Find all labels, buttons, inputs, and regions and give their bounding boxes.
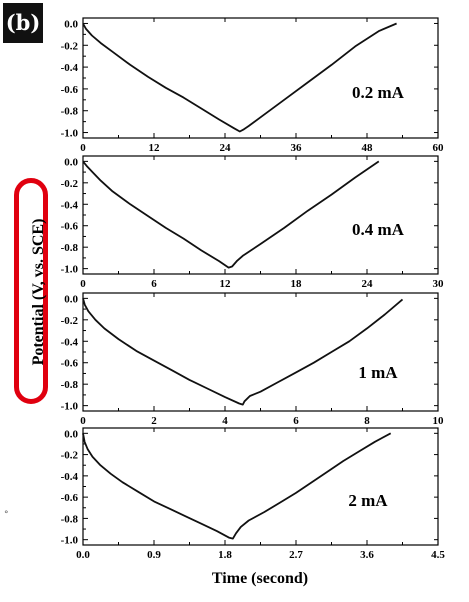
series-line — [82, 22, 397, 133]
y-tick-label: -0.2 — [61, 450, 79, 462]
x-tick-label: 8 — [364, 415, 370, 427]
plot-panel-1: 0.0 -0.2 -0.4 -0.6 -0.8 -1.00 12 24 36 48 60 0.2 mA — [61, 17, 445, 154]
axes-frame — [82, 155, 439, 275]
x-tick-label: 48 — [362, 142, 374, 154]
current-annotation: 0.4 mA — [352, 220, 405, 239]
series-line — [82, 432, 392, 540]
y-tick-label: -0.4 — [61, 199, 79, 211]
x-tick-label: 12 — [149, 142, 161, 154]
x-tick-label: 24 — [362, 278, 374, 290]
y-tick-label: -1.0 — [61, 535, 79, 547]
x-tick-label: 0 — [80, 415, 86, 427]
x-tick-label: 0 — [80, 142, 86, 154]
axes-frame — [82, 17, 439, 139]
x-tick-label: 12 — [220, 278, 232, 290]
x-tick-label: 0.9 — [147, 549, 161, 561]
y-tick-label: -0.6 — [61, 221, 79, 233]
y-tick-label: 0.0 — [64, 293, 78, 305]
axes-frame — [82, 427, 439, 546]
current-annotation: 2 mA — [348, 491, 388, 510]
y-tick-label: -0.2 — [61, 178, 79, 190]
highlight-oval — [14, 178, 48, 404]
x-tick-label: 2.7 — [289, 549, 303, 561]
y-tick-label: -1.0 — [61, 264, 79, 276]
x-tick-label: 30 — [433, 278, 445, 290]
y-tick-label: 0.0 — [64, 156, 78, 168]
y-tick-label: 0.0 — [64, 428, 78, 440]
y-tick-label: -0.4 — [61, 62, 79, 74]
x-tick-label: 2 — [151, 415, 157, 427]
x-tick-label: 18 — [291, 278, 303, 290]
y-tick-label: -0.6 — [61, 84, 79, 96]
x-tick-label: 3.6 — [360, 549, 374, 561]
series-line — [82, 160, 380, 269]
plot-panel-2: 0.0 -0.2 -0.4 -0.6 -0.8 -1.00 6 12 18 24 30 0.4 mA — [61, 155, 445, 290]
y-tick-label: -0.4 — [61, 336, 79, 348]
y-axis-label: Potential (V, vs. SCE) — [30, 218, 47, 366]
current-annotation: 1 mA — [358, 363, 398, 382]
panel-label: (b) — [3, 3, 43, 43]
y-tick-label: 0.0 — [64, 18, 78, 30]
y-tick-label: -0.8 — [61, 106, 79, 118]
plot-panel-4: 0.0 -0.2 -0.4 -0.6 -0.8 -1.0 0.0 0.9 1.8 2.7 3.6 4.… — [61, 427, 445, 561]
series-line — [82, 298, 404, 406]
y-tick-label: -0.8 — [61, 242, 79, 254]
y-tick-label: -0.6 — [61, 492, 79, 504]
axes-frame — [82, 292, 439, 412]
y-tick-label: -0.6 — [61, 358, 79, 370]
x-tick-label: 0.0 — [76, 549, 90, 561]
plot-panel-3: 0.0 -0.2 -0.4 -0.6 -0.8 -1.00 2 4 6 8 10 1 mA — [61, 292, 445, 427]
x-tick-label: 0 — [80, 278, 86, 290]
stray-mark: ° — [4, 510, 9, 520]
x-tick-label: 6 — [293, 415, 299, 427]
x-tick-label: 36 — [291, 142, 303, 154]
current-annotation: 0.2 mA — [352, 83, 405, 102]
x-tick-label: 6 — [151, 278, 157, 290]
y-tick-label: -0.8 — [61, 379, 79, 391]
x-tick-label: 60 — [433, 142, 445, 154]
y-tick-label: -1.0 — [61, 401, 79, 413]
x-tick-label: 4.5 — [431, 549, 445, 561]
x-tick-label: 10 — [433, 415, 445, 427]
y-tick-label: -0.2 — [61, 315, 79, 327]
y-tick-label: -0.2 — [61, 40, 79, 52]
x-axis-label: Time (second) — [211, 570, 309, 587]
y-tick-label: -0.4 — [61, 471, 79, 483]
y-tick-label: -1.0 — [61, 128, 79, 140]
x-tick-label: 24 — [220, 142, 232, 154]
x-tick-label: 4 — [222, 415, 228, 427]
y-tick-label: -0.8 — [61, 513, 79, 525]
x-tick-label: 1.8 — [218, 549, 232, 561]
